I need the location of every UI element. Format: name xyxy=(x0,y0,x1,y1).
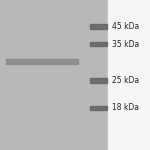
Text: 45 kDa: 45 kDa xyxy=(112,22,139,31)
Text: 35 kDa: 35 kDa xyxy=(112,40,139,49)
FancyBboxPatch shape xyxy=(0,0,108,150)
Text: 25 kDa: 25 kDa xyxy=(112,76,139,85)
FancyBboxPatch shape xyxy=(90,42,106,46)
FancyBboxPatch shape xyxy=(6,59,78,64)
FancyBboxPatch shape xyxy=(108,0,150,150)
FancyBboxPatch shape xyxy=(90,24,106,28)
Text: 18 kDa: 18 kDa xyxy=(112,103,139,112)
FancyBboxPatch shape xyxy=(90,78,106,82)
FancyBboxPatch shape xyxy=(90,106,106,110)
